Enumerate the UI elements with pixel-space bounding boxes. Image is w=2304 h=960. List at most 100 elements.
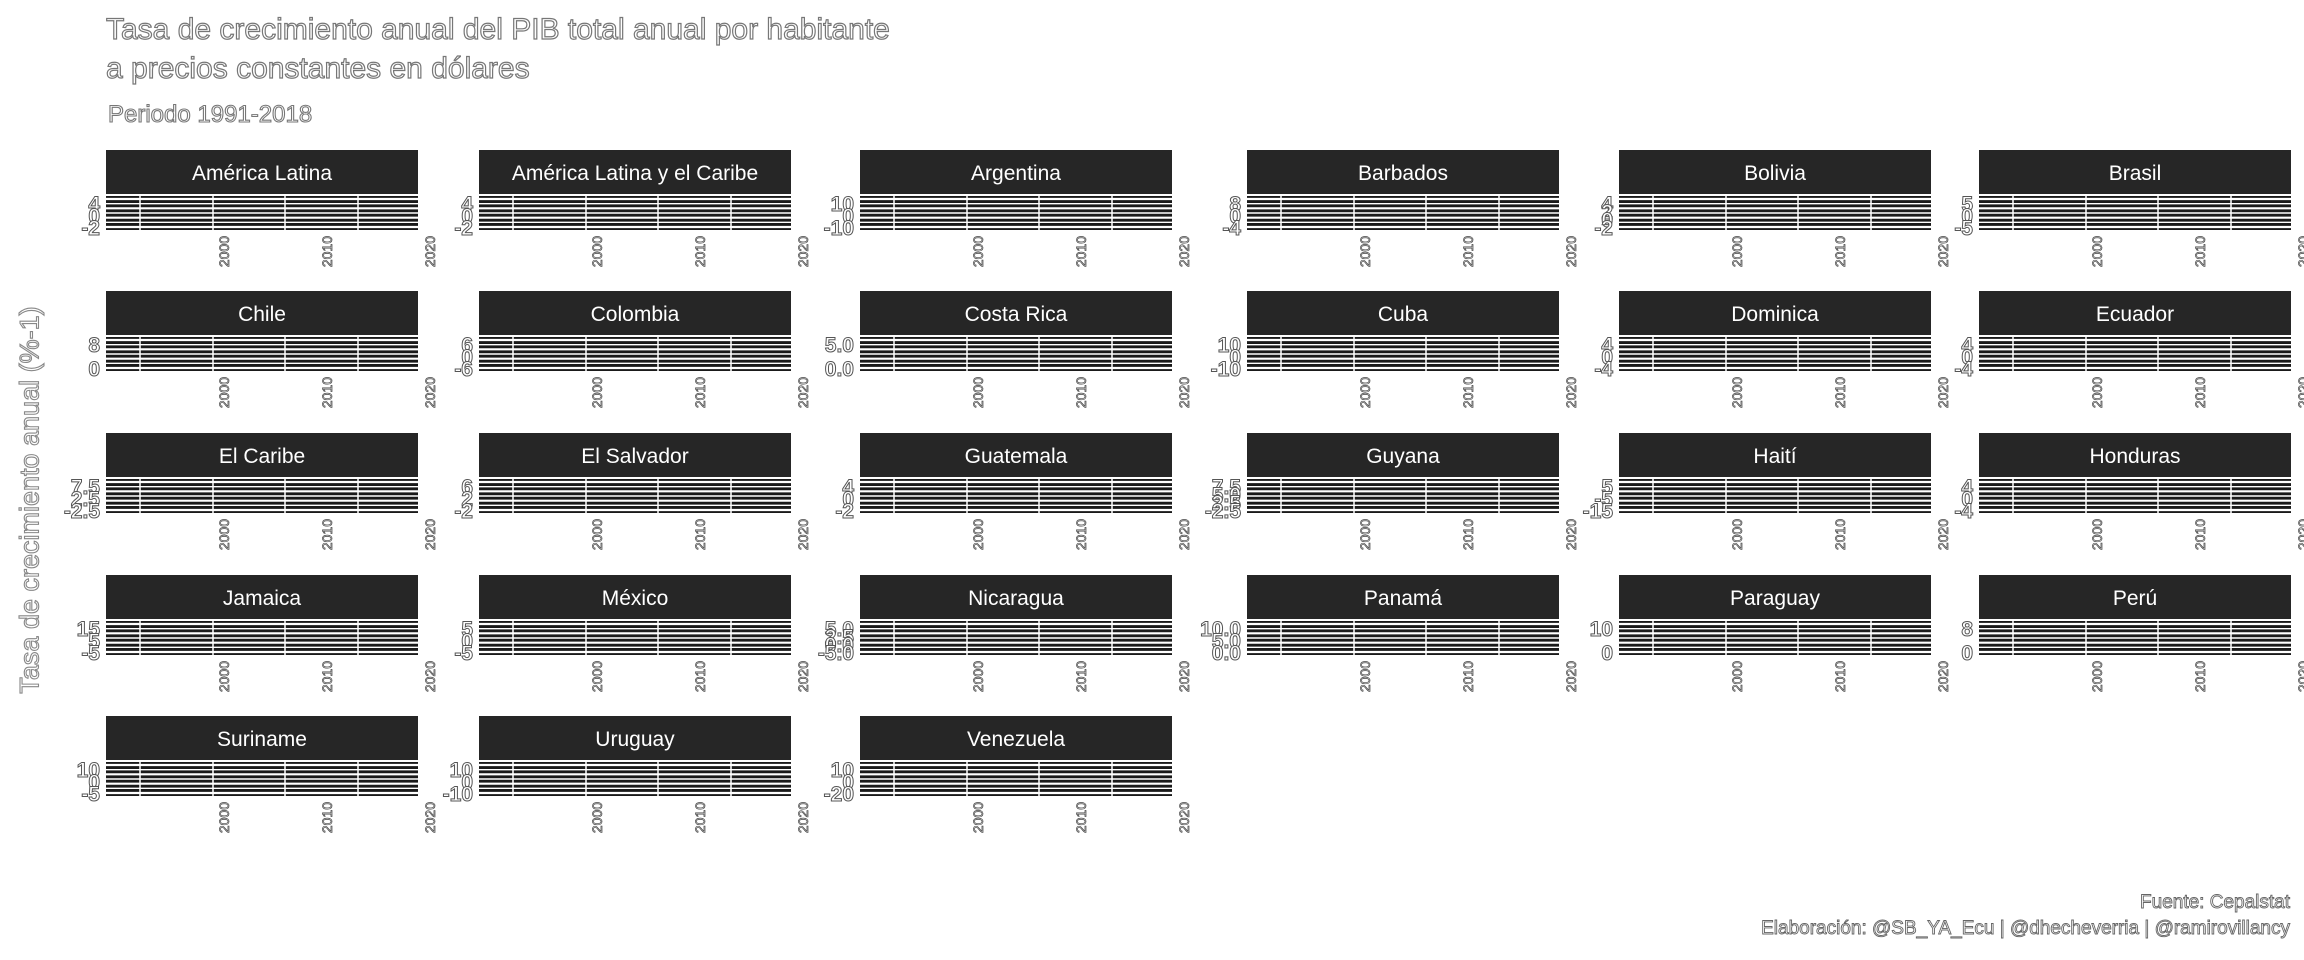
facet-strip-label: Bolivia xyxy=(1744,162,1806,185)
facet-strip-label: Suriname xyxy=(217,728,307,751)
facet-strip-label: Haití xyxy=(1753,445,1796,468)
y-tick-label: 5 xyxy=(1601,476,1613,499)
y-tick-label: 0 xyxy=(1601,346,1613,369)
x-tick-label: 2000 xyxy=(2089,236,2105,267)
y-tick-label: -5 xyxy=(454,642,473,665)
x-tick-label: 2010 xyxy=(1073,519,1089,550)
y-tick-label: 0.0 xyxy=(825,634,854,657)
x-tick-label: 2020 xyxy=(795,661,811,692)
facet-strip-label: Chile xyxy=(238,303,286,326)
facet-strip xyxy=(1619,433,1931,477)
y-tick-label: 8 xyxy=(1961,618,1973,641)
y-tick-label: 7.5 xyxy=(1212,476,1242,499)
y-tick-label: 0 xyxy=(1601,642,1613,665)
facet-panel-el-caribe: El Caribe 7.52.5-2.5 2000 2010 2020 xyxy=(63,433,438,551)
facet-panel-uruguay: Uruguay 100-10 2000 2010 2020 xyxy=(442,716,811,834)
facet-panel-costa-rica: Costa Rica 5.00.0 2000 2010 2020 xyxy=(824,291,1192,409)
x-tick-label: 2010 xyxy=(319,661,335,692)
x-tick-label: 2010 xyxy=(1460,661,1476,692)
facet-strip xyxy=(106,150,418,194)
y-tick-label: 8 xyxy=(88,334,100,357)
x-tick-label: 2000 xyxy=(1357,377,1373,408)
facet-strip xyxy=(1247,150,1559,194)
y-tick-label: 0 xyxy=(1961,346,1973,369)
facet-panel-brasil: Brasil 50-5 2000 2010 2020 xyxy=(1954,150,2304,268)
y-tick-label: -4 xyxy=(1594,358,1613,381)
facet-panel-venezuela: Venezuela 100-20 2000 2010 2020 xyxy=(823,716,1192,834)
y-tick-label: 6 xyxy=(461,334,473,357)
facet-panel-panama: Panamá 10.05.00.0 2000 2010 2020 xyxy=(1200,575,1579,693)
caption-source: Fuente: Cepalstat xyxy=(2140,892,2291,914)
facet-panel-ecuador: Ecuador 40-4 2000 2010 2020 xyxy=(1954,291,2304,409)
y-tick-label: 4 xyxy=(1961,476,1973,499)
facet-strip xyxy=(860,433,1172,477)
y-tick-label: -6 xyxy=(454,358,473,381)
y-tick-label: -5 xyxy=(81,783,100,806)
facet-panel-suriname: Suriname 100-5 2000 2010 2020 xyxy=(76,716,438,834)
y-tick-label: -10 xyxy=(1211,358,1241,381)
facet-strip xyxy=(1247,291,1559,335)
y-tick-label: 0 xyxy=(461,630,473,653)
facet-panel-guatemala: Guatemala 40-2 2000 2010 2020 xyxy=(835,433,1192,551)
y-tick-label: 2.5 xyxy=(1212,492,1242,515)
y-tick-label: 0 xyxy=(842,488,854,511)
y-tick-label: 10 xyxy=(1590,618,1613,641)
y-tick-label: 0.0 xyxy=(1212,642,1241,665)
facet-panel-argentina: Argentina 100-10 2000 2010 2020 xyxy=(823,150,1192,268)
y-tick-label: 10 xyxy=(831,759,854,782)
x-tick-label: 2010 xyxy=(2192,377,2208,408)
y-tick-label: -10 xyxy=(824,217,854,240)
x-tick-label: 2020 xyxy=(422,236,438,267)
x-tick-label: 2010 xyxy=(2192,519,2208,550)
x-tick-label: 2000 xyxy=(970,236,986,267)
y-tick-label: -2 xyxy=(835,500,854,523)
y-tick-label: -15 xyxy=(1583,500,1614,523)
y-tick-label: -2 xyxy=(81,217,100,240)
x-tick-label: 2010 xyxy=(1832,661,1848,692)
x-tick-label: 2000 xyxy=(216,519,232,550)
facet-strip xyxy=(1619,150,1931,194)
facet-panel-chile: Chile 80 2000 2010 2020 xyxy=(88,291,438,409)
facet-strip xyxy=(479,433,791,477)
facet-strip-label: Paraguay xyxy=(1730,587,1820,610)
x-tick-label: 2010 xyxy=(319,802,335,833)
facet-panel-cuba: Cuba 100-10 2000 2010 2020 xyxy=(1210,291,1579,409)
x-tick-label: 2000 xyxy=(216,661,232,692)
x-tick-label: 2020 xyxy=(795,236,811,267)
y-tick-label: 2 xyxy=(1601,201,1613,224)
y-tick-label: -2.5 xyxy=(64,500,101,523)
facet-strip xyxy=(479,291,791,335)
y-tick-label: 4 xyxy=(842,476,854,499)
x-tick-label: 2020 xyxy=(422,519,438,550)
facet-panel-bolivia: Bolivia 420-2 2000 2010 2020 xyxy=(1594,150,1951,268)
facet-strip-label: El Salvador xyxy=(581,445,688,468)
x-tick-label: 2020 xyxy=(1563,377,1579,408)
x-tick-label: 2000 xyxy=(970,802,986,833)
facet-strip-label: Cuba xyxy=(1378,303,1429,326)
x-tick-label: 2000 xyxy=(1729,519,1745,550)
facet-strip-label: Ecuador xyxy=(2096,303,2174,326)
facet-strip xyxy=(1619,291,1931,335)
facet-strip-label: Dominica xyxy=(1731,303,1819,326)
x-tick-label: 2020 xyxy=(1563,519,1579,550)
y-tick-label: -4 xyxy=(1954,358,1973,381)
facet-strip-label: Panamá xyxy=(1364,587,1443,610)
x-tick-label: 2020 xyxy=(2295,519,2304,550)
y-tick-label: 0 xyxy=(1229,205,1241,228)
facet-panel-haiti: Haití 5-5-15 2000 2010 2020 xyxy=(1582,433,1951,551)
x-tick-label: 2010 xyxy=(692,802,708,833)
facet-panel-nicaragua: Nicaragua 5.02.50.0-5.0 2000 2010 2020 xyxy=(817,575,1192,693)
y-tick-label: 10 xyxy=(831,193,854,216)
facet-strip xyxy=(1979,150,2291,194)
x-tick-label: 2020 xyxy=(1935,236,1951,267)
x-tick-label: 2010 xyxy=(692,661,708,692)
facet-strip xyxy=(479,575,791,619)
facet-strip-label: Guatemala xyxy=(965,445,1068,468)
y-tick-label: 10 xyxy=(450,759,473,782)
y-tick-label: 0 xyxy=(1961,205,1973,228)
y-tick-label: 10 xyxy=(77,759,100,782)
x-tick-label: 2020 xyxy=(1176,377,1192,408)
y-tick-label: -2 xyxy=(1594,217,1613,240)
facet-panel-barbados: Barbados 80-4 2000 2010 2020 xyxy=(1222,150,1579,268)
y-tick-label: 2.5 xyxy=(825,626,855,649)
